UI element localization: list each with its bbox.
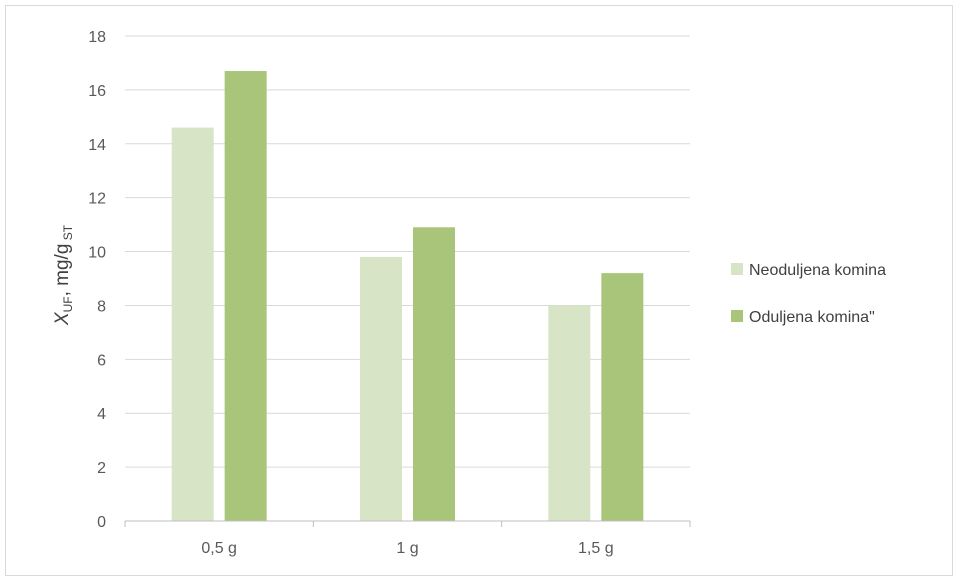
y-tick-label: 6	[97, 352, 106, 369]
x-tick-label: 0,5 g	[201, 540, 237, 557]
bar	[224, 71, 267, 522]
gridlines	[125, 35, 690, 468]
x-tick-label: 1,5 g	[578, 540, 614, 557]
x-tick-label: 1 g	[396, 540, 418, 557]
y-tick-label: 10	[88, 245, 106, 262]
bar	[601, 273, 644, 521]
y-tick-label: 16	[88, 83, 106, 100]
y-tick-labels: 0 2 4 6 8 10 12 14 16 18	[88, 29, 106, 531]
y-tick-label: 2	[97, 460, 106, 477]
bar	[548, 305, 591, 521]
legend-label: Oduljena komina"	[749, 309, 875, 326]
y-tick-label: 18	[88, 29, 106, 46]
y-tick-label: 4	[97, 406, 106, 423]
legend-swatch	[731, 263, 743, 275]
bar	[413, 227, 455, 522]
y-tick-label: 12	[88, 191, 106, 208]
y-tick-label: 0	[97, 514, 106, 531]
y-axis-title: XUF, mg/g ST	[52, 224, 75, 326]
bar	[360, 256, 402, 521]
bar	[171, 127, 214, 521]
legend: Neoduljena komina Oduljena komina"	[731, 262, 886, 326]
chart-frame	[5, 5, 953, 576]
y-tick-label: 8	[97, 298, 106, 315]
legend-label: Neoduljena komina	[749, 262, 886, 279]
legend-swatch	[731, 310, 743, 322]
bars	[171, 71, 644, 522]
y-tick-label: 14	[88, 137, 106, 154]
legend-item: Oduljena komina"	[731, 309, 875, 326]
legend-item: Neoduljena komina	[731, 262, 886, 279]
axes	[124, 520, 691, 527]
x-tick-labels: 0,5 g 1 g 1,5 g	[201, 540, 613, 557]
